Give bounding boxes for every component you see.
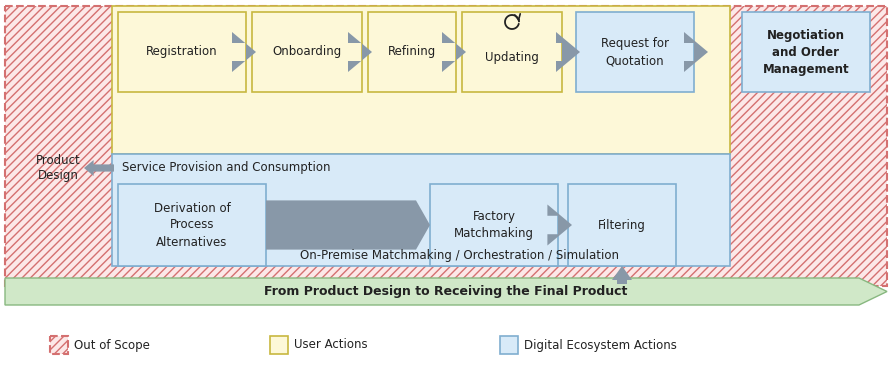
Bar xyxy=(568,184,676,266)
Bar xyxy=(270,336,288,354)
Bar xyxy=(576,12,694,92)
Polygon shape xyxy=(348,32,372,72)
Text: Updating: Updating xyxy=(485,52,539,65)
Polygon shape xyxy=(84,160,114,176)
Polygon shape xyxy=(442,32,466,72)
Text: Registration: Registration xyxy=(146,45,218,59)
Bar xyxy=(462,12,562,92)
Text: On-Premise Matchmaking / Orchestration / Simulation: On-Premise Matchmaking / Orchestration /… xyxy=(300,249,619,262)
Bar xyxy=(112,6,730,154)
Text: Onboarding: Onboarding xyxy=(272,45,342,59)
Bar xyxy=(5,6,887,286)
Text: Digital Ecosystem Actions: Digital Ecosystem Actions xyxy=(524,338,677,352)
Text: Product
Design: Product Design xyxy=(36,153,80,182)
Bar xyxy=(430,184,558,266)
Text: Out of Scope: Out of Scope xyxy=(74,338,150,352)
Polygon shape xyxy=(266,200,430,250)
Polygon shape xyxy=(5,278,887,305)
Bar xyxy=(742,12,870,92)
Polygon shape xyxy=(232,32,256,72)
Bar xyxy=(368,12,456,92)
Polygon shape xyxy=(556,32,580,72)
Text: Refining: Refining xyxy=(388,45,436,59)
Text: Derivation of
Process
Alternatives: Derivation of Process Alternatives xyxy=(153,202,230,249)
Polygon shape xyxy=(684,32,708,72)
Bar xyxy=(50,336,68,354)
Bar xyxy=(252,12,362,92)
Bar xyxy=(500,336,518,354)
Text: Negotiation
and Order
Management: Negotiation and Order Management xyxy=(763,29,849,76)
Text: From Product Design to Receiving the Final Product: From Product Design to Receiving the Fin… xyxy=(264,285,628,298)
Text: Service Provision and Consumption: Service Provision and Consumption xyxy=(122,162,331,174)
Text: Request for
Quotation: Request for Quotation xyxy=(601,37,669,67)
Bar xyxy=(112,154,730,266)
Text: Filtering: Filtering xyxy=(598,218,646,232)
Text: Factory
Matchmaking: Factory Matchmaking xyxy=(454,210,534,240)
Bar xyxy=(118,12,246,92)
Text: User Actions: User Actions xyxy=(294,338,368,352)
Bar xyxy=(118,184,266,266)
Polygon shape xyxy=(612,266,632,284)
Polygon shape xyxy=(548,205,572,246)
